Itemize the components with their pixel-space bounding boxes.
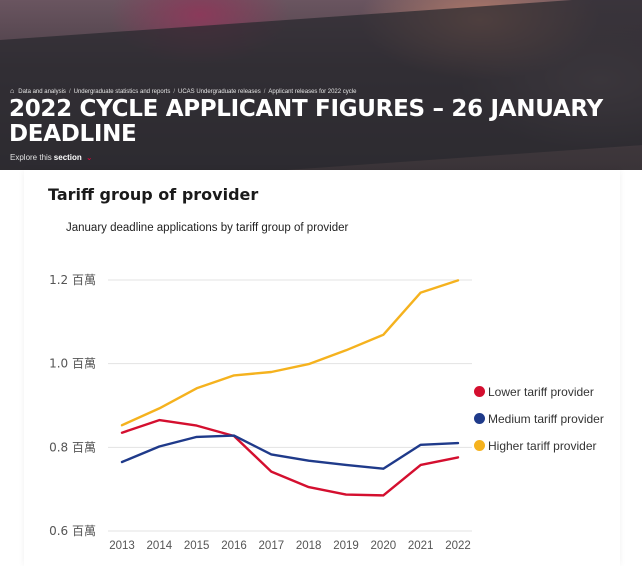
breadcrumb-separator: / (173, 88, 175, 95)
legend-dot-icon (474, 440, 485, 451)
home-icon[interactable]: ⌂ (10, 88, 15, 95)
breadcrumb-item[interactable]: UCAS Undergraduate releases (178, 88, 261, 95)
breadcrumb-item[interactable]: Applicant releases for 2022 cycle (268, 88, 357, 95)
series-line-higher[interactable] (120, 279, 460, 427)
legend-item-medium[interactable]: Medium tariff provider (474, 405, 604, 432)
explore-label-strong: section (53, 153, 82, 162)
series-line-medium[interactable] (120, 434, 460, 470)
x-tick-label: 2018 (296, 540, 322, 552)
y-tick-label: 0.8 百萬 (49, 440, 96, 454)
x-tick-label: 2019 (333, 540, 359, 552)
hero-banner (0, 0, 642, 170)
breadcrumb-item[interactable]: Data and analysis (18, 88, 66, 95)
x-tick-label: 2021 (408, 540, 434, 552)
x-tick-label: 2020 (371, 540, 397, 552)
content-card (24, 170, 620, 566)
legend-dot-icon (474, 413, 485, 424)
chart-legend: Lower tariff provider Medium tariff prov… (474, 378, 604, 459)
series-line-lower[interactable] (120, 418, 460, 497)
breadcrumb-separator: / (263, 88, 266, 95)
legend-label: Higher tariff provider (488, 438, 597, 453)
y-tick-label: 1.2 百萬 (49, 273, 96, 287)
x-tick-label: 2017 (259, 540, 285, 552)
chart-gridlines (108, 279, 472, 532)
section-title: Tariff group of provider (48, 185, 259, 204)
explore-section-toggle[interactable]: Explore this section ⌄ (10, 153, 93, 162)
page-title: 2022 CYCLE APPLICANT FIGURES – 26 JANUAR… (9, 96, 603, 147)
legend-item-lower[interactable]: Lower tariff provider (474, 378, 604, 405)
chart-title: January deadline applications by tariff … (66, 222, 349, 234)
x-axis-tick-labels: 2013 2014 2015 2016 2017 2018 2019 2020 2021 2022 (109, 540, 471, 552)
legend-item-higher[interactable]: Higher tariff provider (474, 432, 604, 459)
legend-label: Lower tariff provider (488, 384, 594, 399)
x-tick-label: 2022 (445, 540, 471, 552)
y-tick-label: 1.0 百萬 (49, 357, 96, 371)
explore-label: Explore this (10, 153, 52, 162)
chart-series (120, 279, 460, 497)
y-tick-label: 0.6 百萬 (49, 524, 96, 538)
legend-dot-icon (474, 386, 485, 397)
breadcrumb-separator: / (68, 88, 71, 95)
x-tick-label: 2013 (109, 540, 135, 552)
x-tick-label: 2016 (221, 540, 247, 552)
breadcrumb: ⌂ Data and analysis / Undergraduate stat… (10, 88, 356, 95)
x-tick-label: 2014 (147, 540, 173, 552)
chevron-down-icon: ⌄ (85, 153, 93, 162)
y-axis-tick-labels: 0.6 百萬 0.8 百萬 1.0 百萬 1.2 百萬 (49, 273, 96, 538)
legend-label: Medium tariff provider (488, 411, 604, 426)
x-tick-label: 2015 (184, 540, 210, 552)
breadcrumb-item[interactable]: Undergraduate statistics and reports (73, 88, 171, 95)
